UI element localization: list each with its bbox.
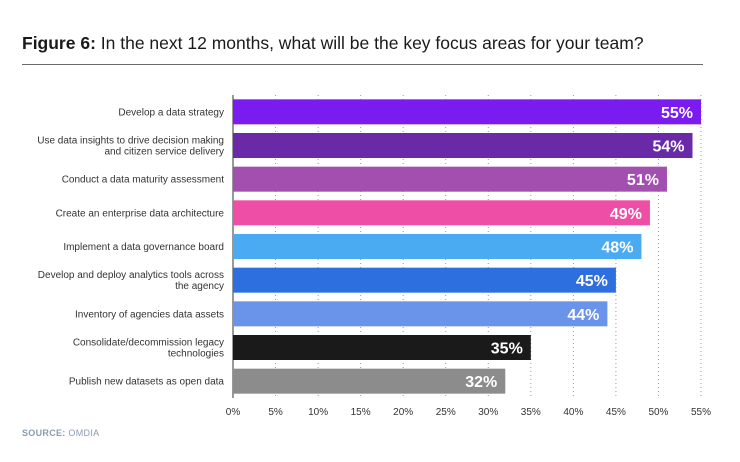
bar-value-label: 48% [601,240,633,257]
bar-value-label: 35% [491,341,523,358]
bar-value-label: 51% [627,172,659,189]
bar [233,99,701,125]
bar [233,200,650,226]
bar-value-label: 44% [567,307,599,324]
category-label: Consolidate/decommission legacy [73,338,224,349]
x-tick-label: 5% [268,407,283,418]
figure-label: Figure 6: [22,33,96,53]
bar [233,368,506,394]
category-label: Publish new datasets as open data [69,377,225,388]
category-label: Develop a data strategy [118,107,224,118]
x-tick-label: 45% [606,407,626,418]
category-label: technologies [168,349,224,360]
category-label: Develop and deploy analytics tools acros… [38,270,224,281]
category-label: Implement a data governance board [63,242,224,253]
x-tick-label: 15% [351,407,371,418]
bar-value-label: 49% [610,206,642,223]
bar-value-label: 45% [576,273,608,290]
bar [233,335,531,360]
bar [233,301,608,327]
x-tick-label: 40% [563,407,583,418]
x-tick-label: 30% [478,407,498,418]
x-tick-label: 10% [308,407,328,418]
bar-value-label: 55% [661,105,693,122]
bar [233,234,642,259]
bar-value-label: 32% [465,374,497,391]
bar [233,166,667,192]
source-value: OMDIA [68,428,100,438]
title-divider [22,64,703,65]
bar [233,267,616,293]
bar [233,133,693,158]
source-note: SOURCE: OMDIA [22,428,99,438]
chart-title: Figure 6: In the next 12 months, what wi… [22,33,644,54]
x-tick-label: 55% [691,407,711,418]
figure-title: In the next 12 months, what will be the … [100,33,644,53]
source-label: SOURCE: [22,428,66,438]
category-label: Inventory of agencies data assets [75,309,224,320]
category-label: the agency [175,281,224,292]
category-label: Create an enterprise data architecture [56,208,225,219]
x-tick-label: 0% [226,407,241,418]
x-tick-label: 20% [393,407,413,418]
bar-value-label: 54% [652,139,684,156]
x-tick-label: 35% [521,407,541,418]
category-label: Use data insights to drive decision maki… [37,136,224,147]
x-tick-label: 50% [648,407,668,418]
category-label: Conduct a data maturity assessment [62,175,225,186]
category-label: and citizen service delivery [105,147,225,158]
x-tick-label: 25% [436,407,456,418]
